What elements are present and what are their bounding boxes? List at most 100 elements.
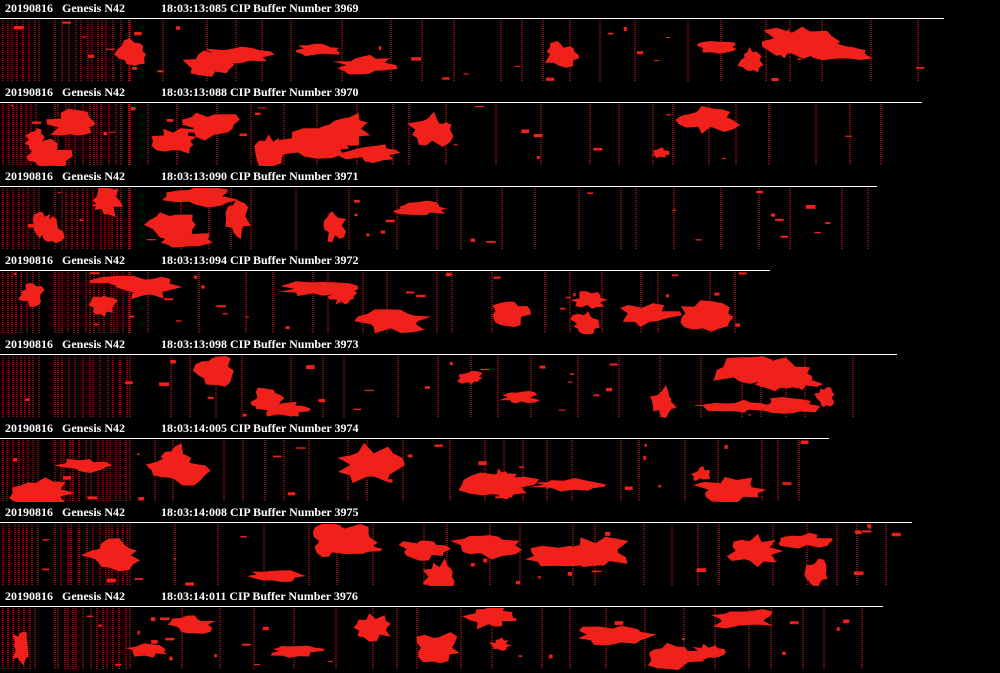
buffer-aircraft: Genesis N42 xyxy=(62,169,125,183)
particle-fragment xyxy=(474,106,485,108)
buffer-aircraft: Genesis N42 xyxy=(62,253,125,267)
particle-fragment xyxy=(495,496,504,499)
particle-fragment xyxy=(805,205,816,209)
particle xyxy=(80,538,141,572)
particle-fragment xyxy=(643,456,647,460)
particle-fragment xyxy=(294,405,303,407)
particle xyxy=(457,371,483,385)
particle xyxy=(755,357,813,392)
particle-fragment xyxy=(164,298,174,301)
particle-fragment xyxy=(606,387,612,392)
particle-fragment xyxy=(188,129,196,133)
particle-fragment xyxy=(364,389,374,391)
particle xyxy=(353,613,391,642)
particle-fragment xyxy=(478,461,487,466)
particle-fragment xyxy=(569,373,574,375)
particle-fragment xyxy=(137,453,140,456)
particle-fragment xyxy=(170,137,178,141)
particle-fragment xyxy=(245,316,249,318)
buffer-strip: 20190816 Genesis N42 18:03:13:098 CIP Buff… xyxy=(0,337,897,418)
particle-fragment xyxy=(775,218,784,221)
particle-fragment xyxy=(185,582,195,586)
particle-fragment xyxy=(46,494,53,498)
particle-fragment xyxy=(87,496,97,500)
particle xyxy=(498,391,540,404)
buffer-info: 18:03:13:098 CIP Buffer Number 3973 xyxy=(161,337,359,351)
particle-fragment xyxy=(62,21,71,24)
particle-fragment xyxy=(480,368,490,371)
particle-fragment xyxy=(565,296,571,299)
particle-fragment xyxy=(463,73,469,75)
particle-fragment xyxy=(573,293,576,297)
particle-fragment xyxy=(170,360,176,364)
particle-fragment xyxy=(146,239,157,241)
particle xyxy=(650,385,677,418)
particle-fragment xyxy=(98,624,102,627)
particle xyxy=(46,108,96,136)
particle-fragment xyxy=(516,580,520,585)
particle-fragment xyxy=(720,42,724,46)
particle-fragment xyxy=(891,532,901,537)
particle-fragment xyxy=(780,235,788,238)
particle-fragment xyxy=(159,382,170,387)
buffer-aircraft: Genesis N42 xyxy=(62,1,125,15)
particle-fragment xyxy=(855,530,862,534)
particle xyxy=(693,476,767,502)
particle-fragment xyxy=(44,496,48,498)
particle xyxy=(690,466,711,482)
particle-fragment xyxy=(836,627,840,631)
particle-fragment xyxy=(354,199,360,203)
particle xyxy=(354,309,432,334)
particle-fragment xyxy=(453,144,458,146)
particle-image xyxy=(2,356,854,418)
particle xyxy=(675,106,740,134)
buffer-info: 18:03:13:094 CIP Buffer Number 3972 xyxy=(161,253,359,267)
particle xyxy=(492,301,531,328)
particle-fragment xyxy=(13,458,18,462)
particle xyxy=(544,41,580,68)
particle-fragment xyxy=(58,191,61,194)
particle-fragment xyxy=(262,626,269,631)
particle-fragment xyxy=(273,455,282,458)
particle-fragment xyxy=(612,554,616,557)
particle-fragment xyxy=(483,558,488,563)
particle-fragment xyxy=(151,640,158,644)
particle-fragment xyxy=(825,222,831,224)
buffer-date: 20190816 xyxy=(5,1,53,15)
particle-fragment xyxy=(696,568,707,572)
particle-fragment xyxy=(738,272,747,275)
particle-fragment xyxy=(287,492,296,496)
particle-fragment xyxy=(538,575,541,579)
particle xyxy=(254,134,285,166)
particle-fragment xyxy=(214,654,218,658)
particle xyxy=(151,128,197,154)
particle xyxy=(125,643,167,658)
particle-fragment xyxy=(63,476,71,480)
particle-fragment xyxy=(240,536,247,538)
buffer-strip: 20190816 Genesis N42 18:03:13:094 CIP Buff… xyxy=(0,253,770,334)
particle-fragment xyxy=(194,275,198,279)
particle xyxy=(416,632,460,664)
particle xyxy=(570,311,600,334)
buffer-info: 18:03:13:085 CIP Buffer Number 3969 xyxy=(161,1,359,15)
particle xyxy=(250,387,285,410)
particle-fragment xyxy=(770,213,776,217)
particle-fragment xyxy=(424,386,430,389)
particle xyxy=(680,300,734,332)
particle-fragment xyxy=(82,36,87,38)
particle-fragment xyxy=(93,323,99,326)
buffer-aircraft: Genesis N42 xyxy=(62,589,125,603)
particle-fragment xyxy=(285,326,290,330)
particle-image xyxy=(2,608,863,670)
buffer-strip: 20190816 Genesis N42 18:03:13:090 CIP Buff… xyxy=(0,169,877,250)
buffer-aircraft: Genesis N42 xyxy=(62,505,125,519)
particle xyxy=(570,291,608,309)
particle xyxy=(54,458,113,473)
particle xyxy=(565,536,629,567)
particle-fragment xyxy=(411,57,421,61)
particle-fragment xyxy=(605,531,611,536)
particle-fragment xyxy=(521,129,530,133)
particle-fragment xyxy=(86,615,94,617)
particle-fragment xyxy=(306,365,315,370)
